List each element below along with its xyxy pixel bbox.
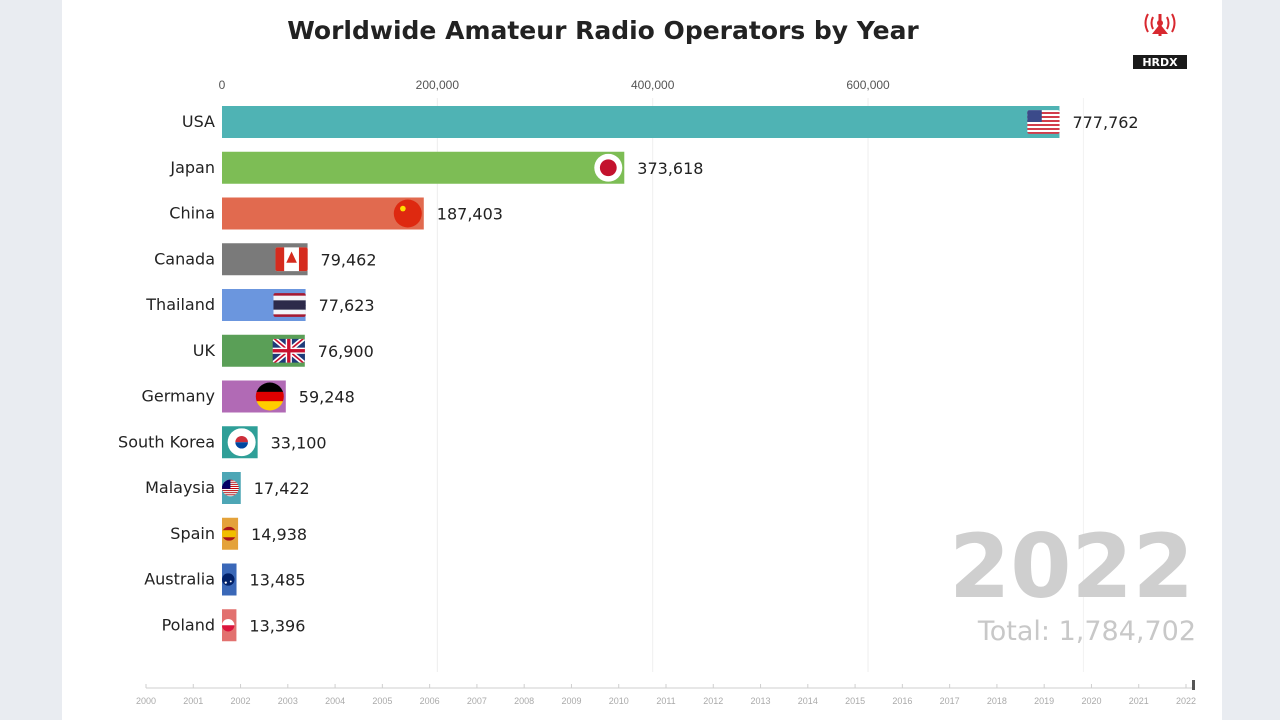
timeline-label[interactable]: 2019: [1034, 696, 1054, 706]
logo: HRDX: [1133, 13, 1187, 69]
timeline[interactable]: 2000 2001 2002 2003 2004 2005 2006 2007 2008 2009…: [136, 680, 1196, 706]
year-label: 2022: [949, 515, 1194, 618]
uk-flag-icon: [272, 338, 305, 363]
bar: [222, 151, 625, 184]
timeline-label[interactable]: 2012: [703, 696, 723, 706]
gridlines: [436, 98, 1084, 672]
thailand-flag-icon: [273, 293, 306, 317]
canada-flag-icon: [275, 247, 308, 272]
timeline-label[interactable]: 2016: [892, 696, 912, 706]
category-label: Poland: [162, 615, 215, 634]
value-label: 187,403: [437, 205, 503, 224]
value-labels: 777,762 373,618 187,403 79,462 77,623 76,900 5…: [249, 113, 1138, 635]
value-label: 373,618: [637, 159, 703, 178]
x-tick-label: 400,000: [631, 78, 675, 92]
value-label: 777,762: [1072, 113, 1138, 132]
bar: [222, 106, 1060, 138]
value-label: 77,623: [319, 296, 375, 315]
flags: [222, 110, 1060, 632]
timeline-label[interactable]: 2013: [751, 696, 771, 706]
timeline-label[interactable]: 2017: [940, 696, 960, 706]
category-label: South Korea: [118, 432, 215, 451]
category-label: Canada: [154, 249, 215, 268]
malaysia-flag-icon: [222, 479, 239, 497]
timeline-label[interactable]: 2009: [561, 696, 581, 706]
timeline-label[interactable]: 2021: [1129, 696, 1149, 706]
china-flag-icon: [393, 199, 422, 228]
chart-title: Worldwide Amateur Radio Operators by Yea…: [287, 16, 919, 45]
category-label: Thailand: [145, 295, 215, 314]
total-label: Total: 1,784,702: [977, 616, 1196, 647]
south-korea-flag-icon: [227, 428, 256, 457]
value-label: 14,938: [251, 525, 307, 544]
category-label: USA: [182, 112, 215, 131]
logo-text: HRDX: [1142, 56, 1178, 69]
australia-flag-icon: [222, 573, 235, 586]
category-label: China: [169, 204, 215, 223]
x-tick-label: 600,000: [846, 78, 890, 92]
japan-flag-icon: [594, 153, 623, 182]
timeline-label[interactable]: 2003: [278, 696, 298, 706]
timeline-label[interactable]: 2004: [325, 696, 345, 706]
x-tick-label: 0: [219, 78, 226, 92]
x-tick-label: 200,000: [416, 78, 460, 92]
x-axis-ticks: 0 200,000 400,000 600,000: [219, 78, 890, 92]
category-label: Australia: [144, 570, 215, 589]
timeline-label[interactable]: 2014: [798, 696, 818, 706]
timeline-label[interactable]: 2022: [1176, 696, 1196, 706]
timeline-label[interactable]: 2020: [1081, 696, 1101, 706]
value-label: 79,462: [321, 250, 377, 269]
value-label: 17,422: [254, 479, 310, 498]
timeline-label[interactable]: 2006: [420, 696, 440, 706]
poland-flag-icon: [222, 619, 235, 632]
radio-tower-icon: [1144, 13, 1176, 36]
category-label: Japan: [169, 158, 215, 177]
category-labels: USA Japan China Canada Thailand UK Germany Sout…: [118, 112, 215, 634]
germany-flag-icon: [255, 382, 284, 411]
timeline-label[interactable]: 2018: [987, 696, 1007, 706]
category-label: Germany: [141, 387, 215, 406]
category-label: UK: [193, 341, 216, 360]
value-label: 59,248: [299, 388, 355, 407]
category-label: Malaysia: [145, 478, 215, 497]
value-label: 33,100: [271, 433, 327, 452]
bars: [222, 106, 1060, 642]
timeline-label[interactable]: 2015: [845, 696, 865, 706]
timeline-label[interactable]: 2010: [609, 696, 629, 706]
us-flag-icon: [1027, 110, 1060, 134]
value-label: 13,396: [249, 616, 305, 635]
spain-flag-icon: [222, 526, 237, 541]
value-label: 76,900: [318, 342, 374, 361]
logo-badge: [1133, 55, 1187, 69]
timeline-label[interactable]: 2000: [136, 696, 156, 706]
bar: [222, 197, 424, 230]
timeline-label[interactable]: 2007: [467, 696, 487, 706]
timeline-label[interactable]: 2011: [656, 696, 675, 706]
timeline-label[interactable]: 2001: [183, 696, 203, 706]
timeline-ticks: 2000 2001 2002 2003 2004 2005 2006 2007 2008 2009…: [136, 684, 1196, 706]
timeline-marker[interactable]: [1192, 680, 1195, 690]
value-label: 13,485: [250, 571, 306, 590]
timeline-label[interactable]: 2005: [372, 696, 392, 706]
category-label: Spain: [170, 524, 215, 543]
timeline-label[interactable]: 2008: [514, 696, 534, 706]
timeline-label[interactable]: 2002: [231, 696, 251, 706]
